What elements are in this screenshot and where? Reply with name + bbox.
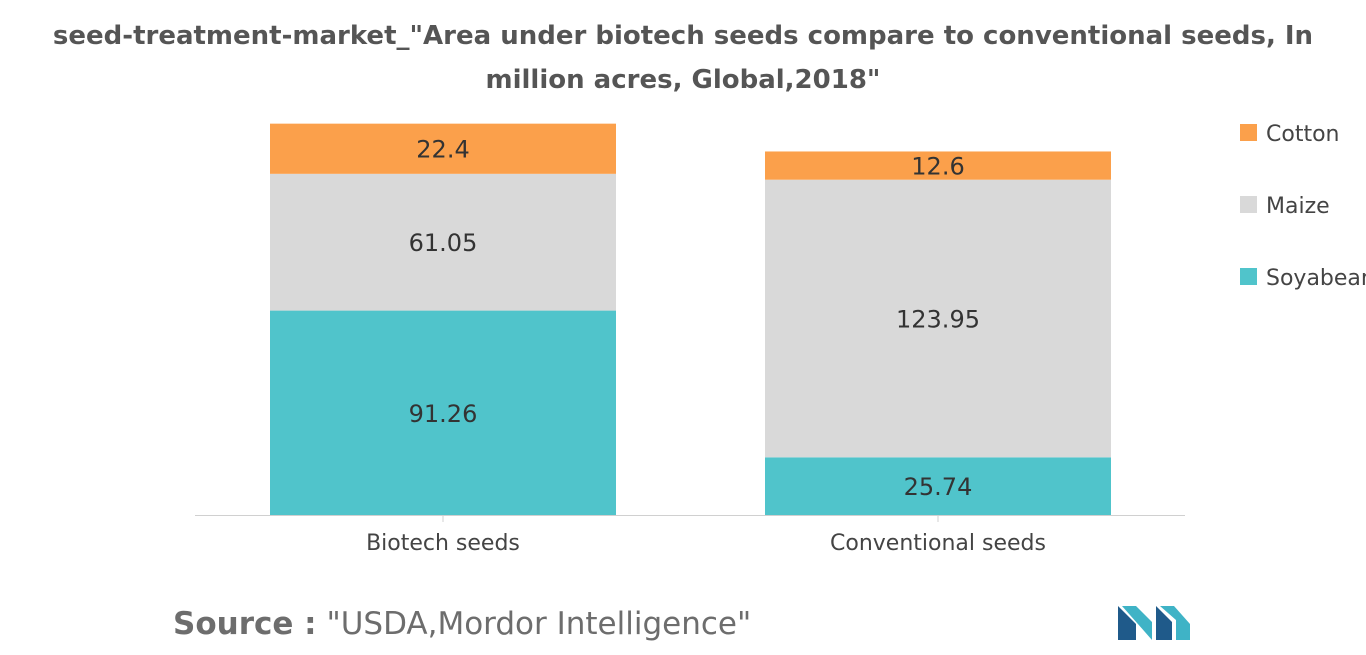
x-tick-label: Conventional seeds [830, 531, 1046, 556]
bar-segment-maize-1 [270, 173, 616, 311]
legend-swatch-soyabean [1240, 268, 1257, 285]
data-label-cotton-1: 22.4 [416, 136, 469, 164]
legend-label-maize: Maize [1266, 194, 1330, 219]
data-label-maize-1: 61.05 [409, 229, 478, 257]
data-label-soyabean-2: 25.74 [904, 473, 973, 501]
mordor-logo-icon [1118, 606, 1190, 640]
bar-segment-soyabean-2 [765, 457, 1111, 515]
legend-swatch-maize [1240, 196, 1257, 213]
data-label-maize-2: 123.95 [896, 306, 980, 334]
source-text: "USDA,Mordor Intelligence" [326, 606, 752, 642]
data-label-cotton-2: 12.6 [911, 153, 964, 181]
source-note: Source : "USDA,Mordor Intelligence" [173, 606, 751, 642]
bar-segment-cotton-1 [270, 123, 616, 174]
stacked-bar-chart: 91.26 61.05 22.4 Biotech seeds 25.74 123.95 12… [195, 122, 1366, 556]
data-label-soyabean-1: 91.26 [409, 400, 478, 428]
legend-label-soyabean: Soyabean [1266, 266, 1366, 291]
bar-segment-maize-2 [765, 179, 1111, 458]
bar-segment-soyabean-1 [270, 310, 616, 515]
bar-segment-cotton-2 [765, 151, 1111, 180]
source-label: Source : [173, 606, 317, 642]
x-tick-label: Biotech seeds [366, 531, 520, 556]
legend-label-cotton: Cotton [1266, 122, 1339, 147]
legend-swatch-cotton [1240, 124, 1257, 141]
chart-title: seed-treatment-market_"Area under biotec… [52, 21, 1314, 95]
